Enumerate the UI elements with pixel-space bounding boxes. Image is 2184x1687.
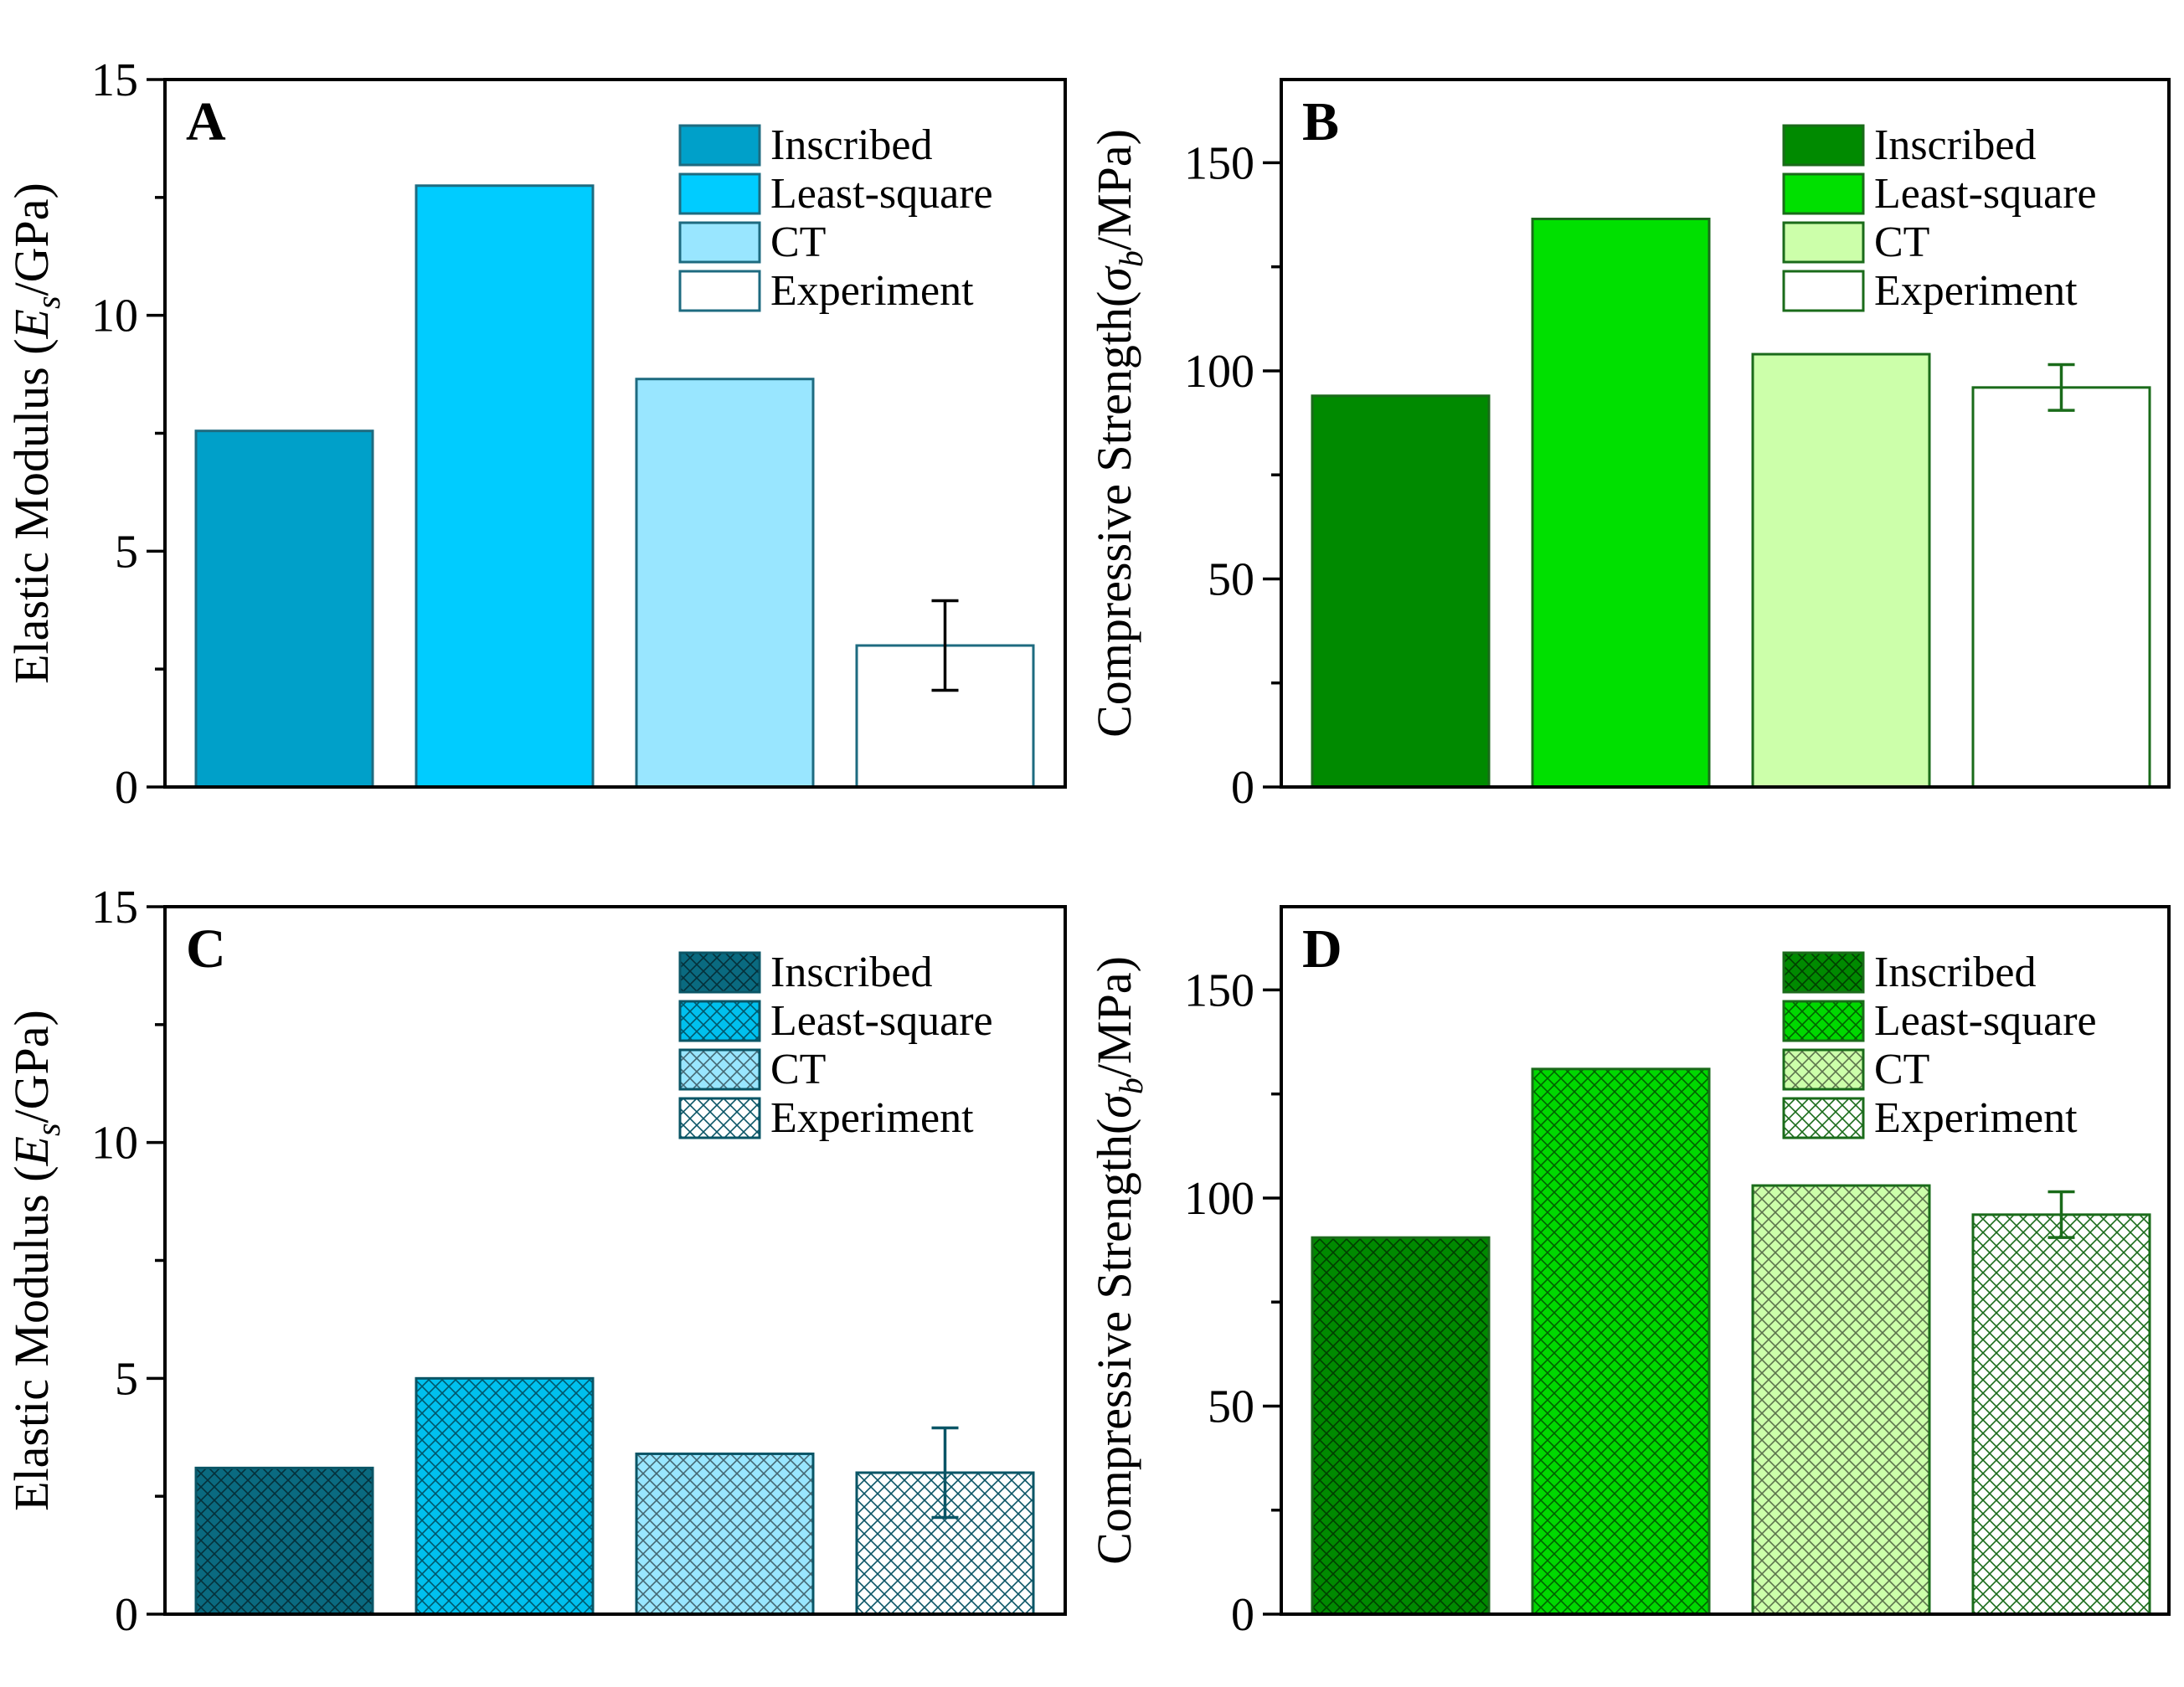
y-tick-label: 15 <box>91 54 138 106</box>
legend-label: Experiment <box>770 1094 974 1142</box>
error-bar <box>931 1426 959 1520</box>
legend-swatch <box>1782 951 1865 994</box>
error-bar <box>931 599 959 692</box>
legend-swatch <box>1782 1048 1865 1091</box>
legend-swatch <box>678 1000 761 1042</box>
bar-ct <box>635 378 815 789</box>
legend-swatch <box>1782 1097 1865 1139</box>
bar-experiment <box>1971 386 2151 789</box>
legend-label: Least-square <box>770 170 993 218</box>
bar-ct <box>1751 352 1931 789</box>
legend-swatch <box>1782 124 1865 167</box>
legend-swatch <box>1782 270 1865 312</box>
y-tick-label: 50 <box>1208 1381 1254 1432</box>
plot-frame <box>1280 78 2171 789</box>
legend-swatch <box>678 221 761 264</box>
legend-swatch <box>678 270 761 312</box>
panel-letter: C <box>186 918 226 980</box>
panel-c: 0 5 10 15 Elastic Modulus (Es/GPa) C Inscribed… <box>4 882 1067 1641</box>
bar-least-square <box>415 184 595 789</box>
y-axis-label: Elastic Modulus (Es/GPa) <box>4 1010 67 1511</box>
legend-label: CT <box>1874 1046 1929 1093</box>
plot-frame <box>1280 905 2171 1616</box>
legend-swatch <box>1782 1000 1865 1042</box>
panel-letter: A <box>186 91 226 152</box>
panel-b: 0 50 100 150 Compressive Strength(σb/MPa) B In… <box>1087 78 2171 814</box>
bar-inscribed <box>1311 1236 1491 1616</box>
panel-letter: B <box>1302 91 1339 152</box>
y-axis-label: Compressive Strength(σb/MPa) <box>1087 956 1150 1565</box>
bar-inscribed <box>1311 394 1491 789</box>
y-axis-label: Compressive Strength(σb/MPa) <box>1087 129 1150 738</box>
y-tick-label: 5 <box>115 1353 138 1405</box>
legend-label: CT <box>770 1046 826 1093</box>
legend-swatch <box>678 124 761 167</box>
bar-least-square <box>1531 218 1711 789</box>
legend-label: Least-square <box>1874 170 2097 218</box>
y-tick-label: 10 <box>91 1118 138 1170</box>
y-tick-label: 15 <box>91 882 138 934</box>
legend-label: Inscribed <box>770 949 932 996</box>
panel-a: 0 5 10 15 Elastic Modulus (Es/GPa) A Inscribed… <box>4 54 1067 814</box>
y-tick-label: 100 <box>1184 346 1254 398</box>
panel-letter: D <box>1302 918 1342 980</box>
y-axis-label: Elastic Modulus (Es/GPa) <box>4 183 67 684</box>
panel-d: 0 50 100 150 Compressive Strength(σb/MPa) D In… <box>1087 905 2171 1641</box>
legend-label: Experiment <box>1874 1094 2078 1142</box>
legend-label: Experiment <box>770 267 974 315</box>
y-tick-label: 5 <box>115 526 138 578</box>
bar-experiment <box>1971 1213 2151 1616</box>
legend-label: CT <box>770 219 826 266</box>
legend-label: Least-square <box>1874 997 2097 1045</box>
legend-swatch <box>678 1097 761 1139</box>
bar-least-square <box>1531 1067 1711 1616</box>
bar-inscribed <box>194 1466 374 1616</box>
y-tick-label: 0 <box>115 762 138 814</box>
y-tick-label: 50 <box>1208 553 1254 605</box>
legend-swatch <box>678 172 761 215</box>
y-tick-label: 150 <box>1184 964 1254 1016</box>
legend-swatch <box>1782 221 1865 264</box>
legend-swatch <box>1782 172 1865 215</box>
error-bar <box>2048 363 2075 412</box>
y-tick-label: 0 <box>115 1589 138 1641</box>
bar-least-square <box>415 1376 595 1616</box>
legend-label: Experiment <box>1874 267 2078 315</box>
legend-swatch <box>678 951 761 994</box>
legend-label: Inscribed <box>1874 949 2036 996</box>
error-bar <box>2048 1190 2075 1239</box>
y-tick-label: 150 <box>1184 137 1254 189</box>
legend-label: Inscribed <box>1874 121 2036 169</box>
legend-label: Least-square <box>770 997 993 1045</box>
y-tick-label: 100 <box>1184 1173 1254 1225</box>
legend-label: CT <box>1874 219 1929 266</box>
bar-inscribed <box>194 429 374 789</box>
y-tick-label: 10 <box>91 291 138 342</box>
legend-swatch <box>678 1048 761 1091</box>
y-tick-label: 0 <box>1231 762 1254 814</box>
bar-ct <box>635 1452 815 1616</box>
y-tick-label: 0 <box>1231 1589 1254 1641</box>
legend-label: Inscribed <box>770 121 932 169</box>
bar-ct <box>1751 1184 1931 1616</box>
